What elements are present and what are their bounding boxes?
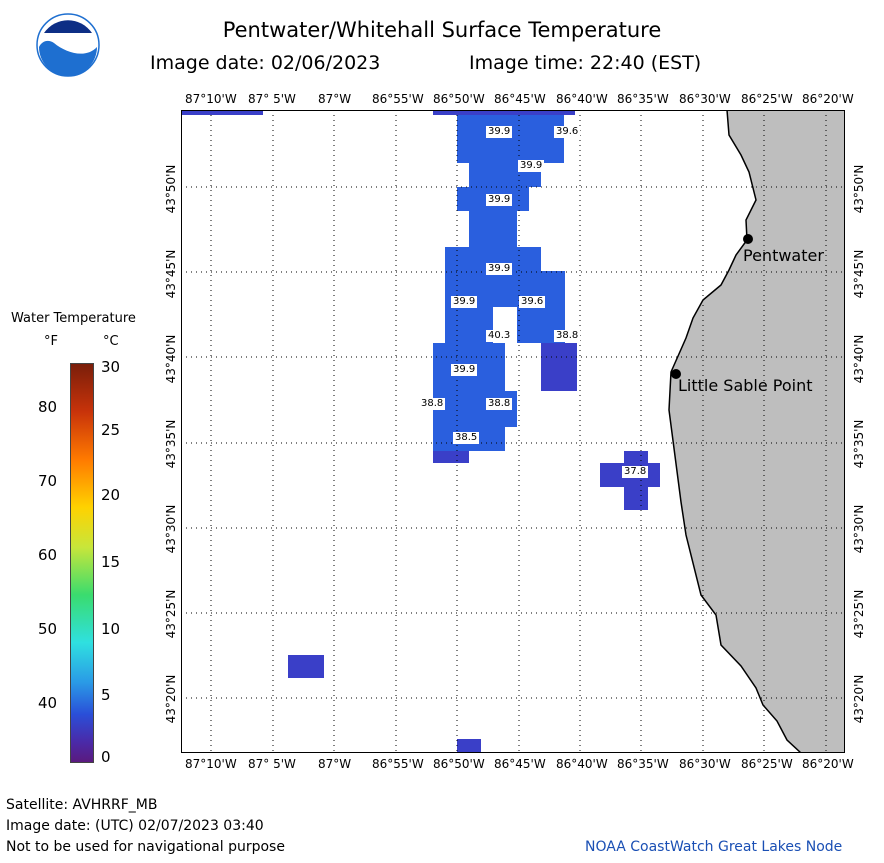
lon-label-bottom: 87°10'W <box>185 757 237 771</box>
temp-label: 39.9 <box>486 194 513 206</box>
map-canvas <box>181 110 845 753</box>
legend-title: Water Temperature <box>11 311 136 326</box>
lat-label-left: 43°20'N <box>164 674 178 724</box>
place-label-pentwater: Pentwater <box>743 246 824 265</box>
image-time: Image time: 22:40 (EST) <box>469 52 702 74</box>
legend-colorbar <box>70 363 94 763</box>
lon-label-bottom: 87° 5'W <box>248 757 296 771</box>
place-label-little-sable: Little Sable Point <box>678 376 813 395</box>
lon-label-bottom: 86°20'W <box>802 757 854 771</box>
legend-tick-f: 70 <box>38 472 58 490</box>
lon-label-bottom: 86°35'W <box>617 757 669 771</box>
lon-label-top: 86°50'W <box>433 92 485 106</box>
legend-tick-c: 25 <box>101 421 121 439</box>
legend-tick-c: 5 <box>101 686 111 704</box>
lon-label-bottom: 86°45'W <box>494 757 546 771</box>
lon-label-bottom: 87°W <box>318 757 352 771</box>
graticule <box>181 110 845 753</box>
temp-label: 39.9 <box>451 296 478 308</box>
temp-label: 38.8 <box>419 398 446 410</box>
map-title: Pentwater/Whitehall Surface Temperature <box>222 18 662 42</box>
legend-unit-c: °C <box>103 334 119 349</box>
lon-label-bottom: 86°25'W <box>741 757 793 771</box>
lon-label-top: 86°20'W <box>802 92 854 106</box>
temp-label: 39.9 <box>451 364 478 376</box>
lat-label-right: 43°30'N <box>852 504 866 554</box>
lat-label-right: 43°40'N <box>852 334 866 384</box>
temp-label: 37.8 <box>622 466 649 478</box>
lat-label-right: 43°25'N <box>852 589 866 639</box>
lat-label-left: 43°40'N <box>164 334 178 384</box>
lat-label-right: 43°35'N <box>852 419 866 469</box>
lon-label-top: 87°10'W <box>185 92 237 106</box>
temperature-map: 39.9 39.6 39.9 39.9 39.9 39.9 39.6 40.3 … <box>181 110 845 753</box>
legend-tick-c: 0 <box>101 748 111 766</box>
legend-tick-f: 50 <box>38 620 58 638</box>
temp-label: 39.9 <box>518 160 545 172</box>
temp-label: 39.6 <box>519 296 546 308</box>
temp-label: 38.5 <box>453 432 480 444</box>
footer-utc-date: Image date: (UTC) 02/07/2023 03:40 <box>6 818 264 834</box>
noaa-logo: NOAA <box>36 13 100 77</box>
lat-label-right: 43°45'N <box>852 249 866 299</box>
footer-satellite: Satellite: AVHRRF_MB <box>6 797 158 813</box>
sst-pixels <box>181 110 660 753</box>
lon-label-bottom: 86°40'W <box>556 757 608 771</box>
temp-label: 38.8 <box>554 330 581 342</box>
legend-tick-c: 10 <box>101 620 121 638</box>
temp-label: 39.6 <box>554 126 581 138</box>
lon-label-bottom: 86°50'W <box>433 757 485 771</box>
temp-label: 39.9 <box>486 263 513 275</box>
lon-label-top: 86°35'W <box>617 92 669 106</box>
land-mass <box>668 110 845 753</box>
legend-tick-f: 40 <box>38 694 58 712</box>
lon-label-top: 87° 5'W <box>248 92 296 106</box>
lon-label-bottom: 86°30'W <box>679 757 731 771</box>
legend-unit-f: °F <box>44 334 58 349</box>
temp-label: 40.3 <box>486 330 513 342</box>
image-date: Image date: 02/06/2023 <box>150 52 381 74</box>
lat-label-left: 43°50'N <box>164 164 178 214</box>
little-sable-marker <box>671 369 681 379</box>
footer-node: NOAA CoastWatch Great Lakes Node <box>585 839 843 855</box>
lon-label-top: 86°25'W <box>741 92 793 106</box>
temp-label: 38.8 <box>486 398 513 410</box>
lat-label-left: 43°30'N <box>164 504 178 554</box>
lon-label-top: 86°45'W <box>494 92 546 106</box>
svg-text:NOAA: NOAA <box>56 38 80 47</box>
lat-label-left: 43°25'N <box>164 589 178 639</box>
lon-label-bottom: 86°55'W <box>372 757 424 771</box>
lat-label-right: 43°50'N <box>852 164 866 214</box>
pentwater-marker <box>743 234 753 244</box>
lon-label-top: 87°W <box>318 92 352 106</box>
temp-label: 39.9 <box>486 126 513 138</box>
lon-label-top: 86°30'W <box>679 92 731 106</box>
legend-tick-c: 15 <box>101 553 121 571</box>
footer-disclaimer: Not to be used for navigational purpose <box>6 839 285 855</box>
lat-label-left: 43°45'N <box>164 249 178 299</box>
legend-tick-c: 20 <box>101 486 121 504</box>
lon-label-top: 86°40'W <box>556 92 608 106</box>
legend-tick-f: 80 <box>38 398 58 416</box>
legend-tick-f: 60 <box>38 546 58 564</box>
lat-label-left: 43°35'N <box>164 419 178 469</box>
lon-label-top: 86°55'W <box>372 92 424 106</box>
legend-tick-c: 30 <box>101 358 121 376</box>
lat-label-right: 43°20'N <box>852 674 866 724</box>
